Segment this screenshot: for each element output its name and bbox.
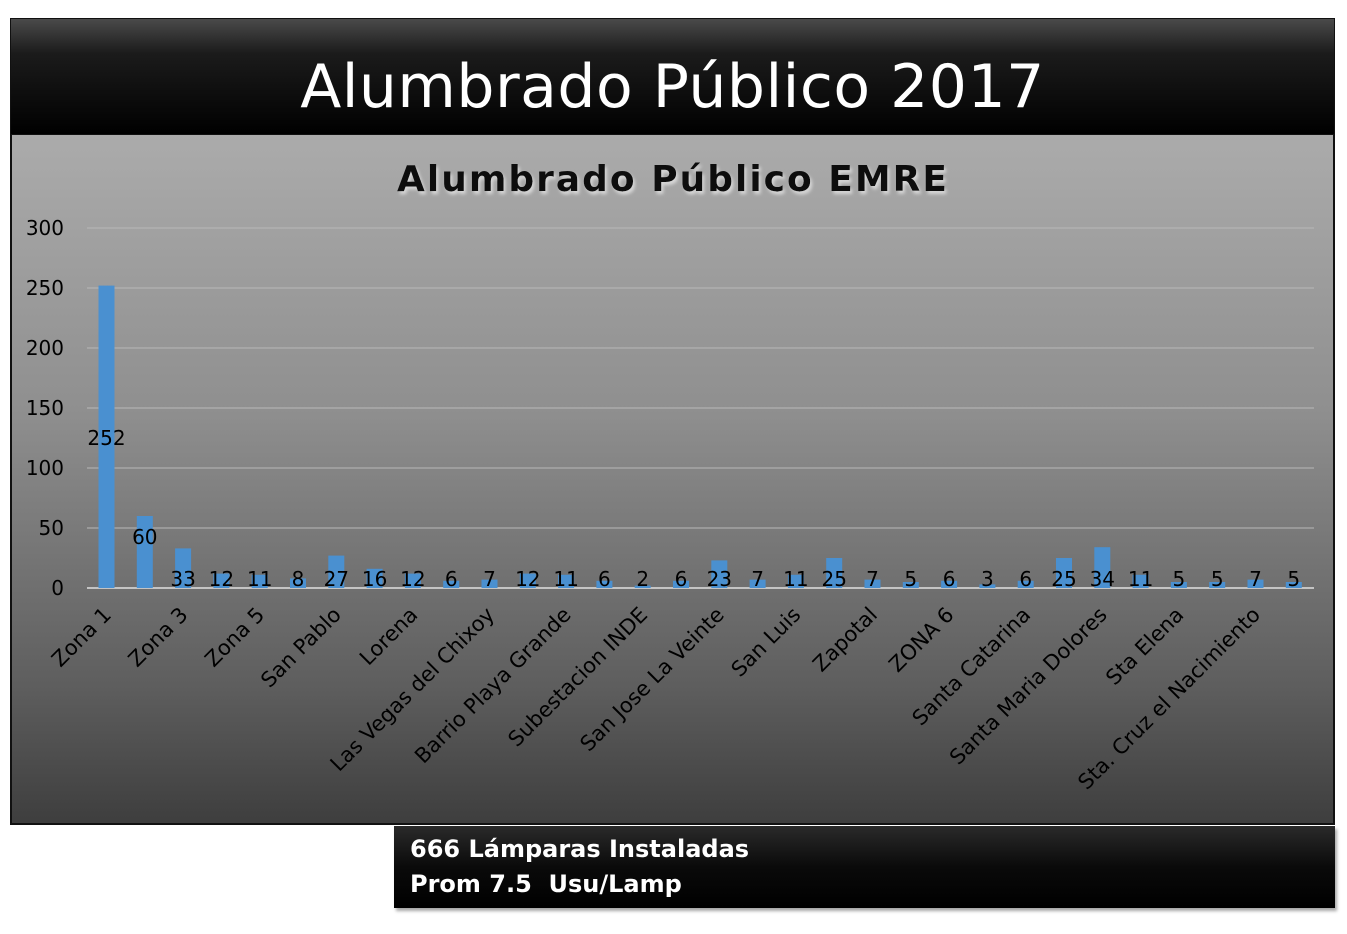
x-tick-label: Lorena [355,603,422,670]
bar [404,573,421,588]
bar [941,580,958,588]
summary-box: 666 Lámparas Instaladas Prom 7.5 Usu/Lam… [394,826,1335,908]
title-banner: Alumbrado Público 2017 [10,18,1335,135]
bar [864,579,881,588]
bar [673,580,689,588]
x-tick-label: Santa Maria Dolores [945,603,1112,770]
bar [366,568,383,588]
bar [1247,579,1264,588]
data-label: 11 [247,567,272,591]
y-tick-label: 100 [26,456,64,480]
bar [1209,582,1226,588]
data-label: 2 [636,567,649,591]
data-label: 11 [783,567,808,591]
bar [1094,547,1111,588]
bar [519,573,536,588]
data-label: 5 [1211,567,1224,591]
bar [1285,582,1302,588]
data-label: 33 [170,567,195,591]
x-tick-label: Zapotal [808,603,882,677]
data-label: 7 [751,567,764,591]
bar [136,516,153,588]
data-label: 6 [1019,567,1032,591]
data-label: 12 [515,567,540,591]
bar [98,285,115,588]
data-label: 6 [445,567,458,591]
bar-chart: Alumbrado Público EMRE 05010015020025030… [26,159,1314,795]
y-tick-label: 300 [26,216,64,240]
data-label: 11 [553,567,578,591]
chart-title: Alumbrado Público EMRE [397,159,949,200]
data-label: 252 [87,426,125,450]
bar [1132,574,1149,588]
y-tick-label: 250 [26,276,64,300]
bar [251,574,268,588]
bar [328,555,345,588]
y-tick-label: 200 [26,336,64,360]
data-label: 60 [132,525,157,549]
data-label: 11 [1128,567,1153,591]
data-label: 25 [821,567,846,591]
x-tick-label: San Jose La Veinte [575,603,728,756]
x-tick-label: Zona 1 [47,603,116,672]
grid-lines [87,227,1314,589]
data-label: 16 [362,567,387,591]
data-label: 6 [943,567,956,591]
bar [1056,558,1072,588]
bar [558,574,575,588]
chart-panel: Alumbrado Público EMRE 0 50 100 150 200 250 30… [10,135,1335,825]
x-tick-label: Zona 3 [124,603,193,672]
data-label: 5 [1287,567,1300,591]
data-label: 7 [866,567,879,591]
data-label: 8 [292,567,305,591]
data-label: 25 [1051,567,1076,591]
bar [711,560,728,588]
summary-total-lamps: 666 Lámparas Instaladas [410,835,750,863]
data-label: 34 [1090,567,1115,591]
data-label: 27 [324,567,349,591]
y-tick-label: 150 [26,396,64,420]
y-tick-label: 50 [39,516,64,540]
data-label: 6 [675,567,688,591]
y-axis-ticks: 0 50 100 150 200 250 300 [26,216,64,600]
bar [443,580,460,588]
bar [826,558,843,588]
data-label: 3 [981,567,994,591]
data-label: 5 [904,567,917,591]
bar [634,585,651,588]
bar [1170,582,1187,588]
data-label: 7 [1249,567,1262,591]
x-tick-label: Subestacion INDE [503,603,652,752]
data-label: 23 [707,567,732,591]
bar [979,584,996,588]
summary-average: Prom 7.5 Usu/Lamp [410,870,682,898]
bar [290,578,306,588]
bar [1017,580,1034,588]
x-tick-label: Barrio Playa Grande [410,603,576,769]
bar [787,574,804,588]
bar [902,582,919,588]
bar [213,573,230,588]
data-label: 7 [483,567,496,591]
data-label: 12 [209,567,234,591]
x-tick-label: San Luis [727,603,806,682]
y-tick-label: 0 [51,576,64,600]
bar [481,579,498,588]
page-title: Alumbrado Público 2017 [300,52,1045,122]
data-label: 6 [598,567,611,591]
bar [175,548,192,588]
x-tick-label: ZONA 6 [884,603,958,677]
bar [749,579,766,588]
data-label: 12 [400,567,425,591]
bar [596,580,613,588]
x-tick-label: Zona 5 [200,603,269,672]
data-label: 5 [1173,567,1186,591]
x-tick-label: San Pablo [256,603,346,693]
bars [98,285,1302,588]
